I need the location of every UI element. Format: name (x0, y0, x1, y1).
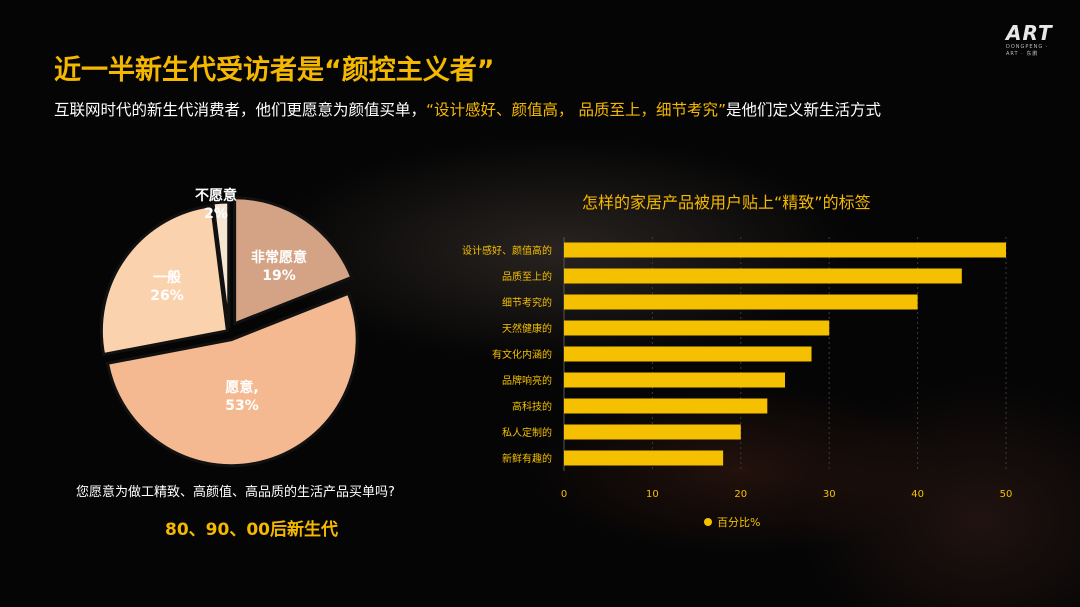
x-tick-label: 0 (561, 489, 567, 500)
subtitle-highlight: “设计感好、颜值高， 品质至上，细节考究” (426, 101, 727, 119)
page-subtitle: 互联网时代的新生代消费者，他们更愿意为颜值买单，“设计感好、颜值高， 品质至上，… (54, 98, 881, 120)
x-tick-label: 20 (734, 489, 747, 500)
pie-slice-value: 26% (150, 288, 184, 304)
category-label: 品质至上的 (502, 270, 552, 283)
bar (564, 398, 768, 414)
pie-slice-label: 愿意, (225, 379, 258, 396)
x-tick-label: 10 (646, 489, 659, 500)
bar (564, 242, 1006, 258)
pie-slice-value: 53% (225, 398, 259, 414)
bar (564, 424, 741, 440)
category-label: 有文化内涵的 (492, 348, 552, 361)
x-tick-label: 30 (823, 489, 836, 500)
respondent-generation: 80、90、00后新生代 (165, 520, 338, 540)
category-label: 品牌响亮的 (502, 374, 552, 387)
pie-slice-label: 一般 (153, 269, 181, 286)
bar-chart-title: 怎样的家居产品被用户贴上“精致”的标签 (582, 193, 871, 212)
bar (564, 268, 962, 284)
pie-slice-value: 19% (262, 268, 296, 284)
page-title: 近一半新生代受访者是“颜控主义者” (54, 55, 495, 86)
legend-label: 百分比% (717, 516, 760, 529)
survey-question: 您愿意为做工精致、高颜值、高品质的生活产品买单吗? (76, 485, 395, 500)
subtitle-lead: 互联网时代的新生代消费者，他们更愿意为颜值买单， (54, 101, 427, 119)
pie-slice (99, 204, 230, 357)
logo-mark: ART (1006, 21, 1053, 45)
category-label: 设计感好、颜值高的 (462, 244, 552, 257)
pie-slice-label: 不愿意 (195, 187, 237, 204)
logo-subtext: DONGPENG · ART · 东鹏 (1006, 44, 1049, 57)
category-label: 私人定制的 (502, 426, 552, 439)
pie-slice (211, 200, 231, 329)
pie-slice-label: 非常愿意 (251, 249, 307, 266)
category-label: 高科技的 (512, 400, 552, 413)
pie-slice (105, 291, 359, 468)
bar (564, 346, 812, 362)
bar (564, 450, 724, 466)
pie-slice-value: 2% (204, 206, 228, 222)
legend-marker (704, 518, 712, 526)
subtitle-tail: 是他们定义新生活方式 (726, 101, 882, 119)
bar (564, 372, 785, 388)
pie-slice (233, 196, 354, 326)
bar (564, 320, 830, 336)
category-label: 天然健康的 (502, 322, 552, 335)
x-tick-label: 40 (911, 489, 924, 500)
bar (564, 294, 918, 310)
x-tick-label: 50 (1000, 489, 1013, 500)
brand-logo: ART DONGPENG · ART · 东鹏 (1006, 22, 1060, 58)
category-label: 新鲜有趣的 (502, 452, 552, 465)
category-label: 细节考究的 (502, 296, 552, 309)
